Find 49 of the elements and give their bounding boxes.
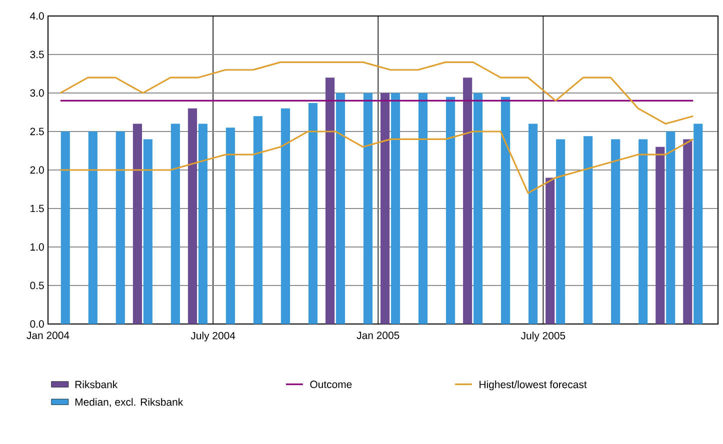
bar bbox=[143, 139, 152, 324]
bar bbox=[666, 131, 676, 324]
y-tick-label: 4.0 bbox=[30, 12, 44, 20]
x-tick-label: Jan 2004 bbox=[26, 332, 70, 340]
y-tick-label: 0.5 bbox=[30, 282, 44, 290]
bar bbox=[446, 96, 456, 324]
bar bbox=[473, 92, 483, 324]
y-tick-label: 2.0 bbox=[30, 166, 44, 174]
bar bbox=[611, 139, 620, 324]
bar bbox=[188, 108, 198, 324]
y-tick-label: 3.5 bbox=[30, 50, 44, 58]
bar bbox=[325, 78, 335, 324]
bar bbox=[60, 131, 70, 324]
bar bbox=[198, 124, 208, 324]
bar bbox=[463, 78, 472, 324]
bar bbox=[336, 92, 346, 324]
bar bbox=[390, 92, 400, 324]
y-tick-label: 1.5 bbox=[30, 204, 44, 212]
legend-label: Median, excl. Riksbank bbox=[75, 398, 184, 408]
bar bbox=[132, 124, 142, 324]
bar bbox=[683, 139, 692, 324]
legend-label: Highest/lowest forecast bbox=[480, 380, 587, 390]
legend-label: Riksbank bbox=[75, 380, 118, 388]
bar bbox=[418, 92, 428, 324]
bar bbox=[170, 124, 180, 324]
bar bbox=[694, 124, 703, 324]
bar bbox=[546, 178, 555, 324]
bar bbox=[116, 131, 125, 324]
bar bbox=[656, 146, 665, 324]
x-tick-label: Jan 2005 bbox=[356, 332, 400, 340]
y-tick-label: 2.5 bbox=[30, 128, 44, 136]
bar bbox=[584, 136, 593, 324]
bar bbox=[308, 103, 318, 324]
bar bbox=[638, 139, 648, 324]
y-tick-label: 3.0 bbox=[30, 89, 44, 97]
x-tick-label: July 2005 bbox=[520, 332, 566, 342]
y-tick-label: 1.0 bbox=[30, 243, 44, 251]
y-tick-label: 0.0 bbox=[30, 320, 44, 328]
bar bbox=[380, 92, 390, 324]
bar bbox=[226, 128, 235, 324]
bar bbox=[280, 108, 290, 324]
legend-label: Outcome bbox=[310, 380, 352, 388]
bar bbox=[501, 96, 510, 324]
bar bbox=[253, 116, 262, 324]
bar bbox=[88, 131, 98, 324]
bar bbox=[556, 139, 566, 324]
x-tick-label: July 2004 bbox=[190, 332, 236, 342]
bar bbox=[363, 92, 373, 324]
bar bbox=[528, 124, 538, 324]
